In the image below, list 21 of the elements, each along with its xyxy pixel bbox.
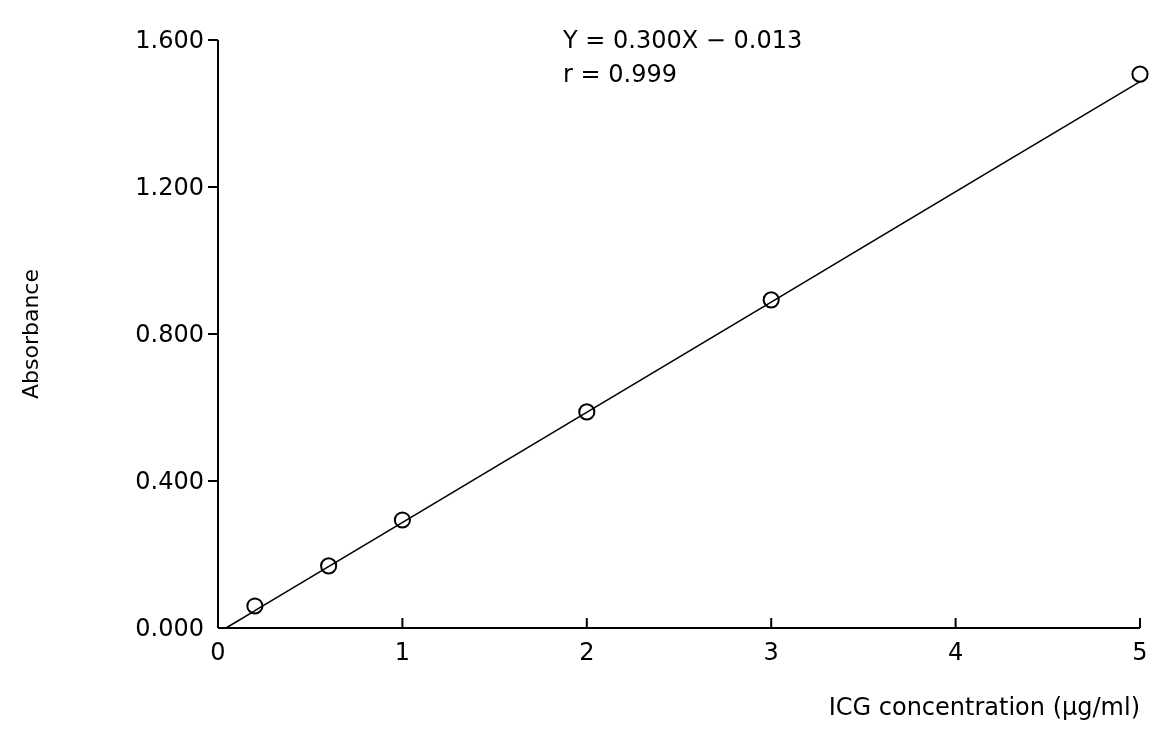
y-axis-title: Absorbance bbox=[18, 268, 43, 400]
y-tick-label: 0.800 bbox=[135, 320, 204, 348]
y-tick-label: 1.600 bbox=[135, 26, 204, 54]
y-tick-label: 0.000 bbox=[135, 614, 204, 642]
point bbox=[1131, 65, 1149, 83]
point bbox=[320, 557, 338, 575]
annotation: Y = 0.300X − 0.013 bbox=[562, 26, 803, 54]
point bbox=[246, 597, 264, 615]
x-tick-label: 3 bbox=[763, 638, 779, 666]
x-tick-label: 2 bbox=[579, 638, 595, 666]
x-tick-label: 0 bbox=[210, 638, 226, 666]
y-tick-label: 0.400 bbox=[135, 467, 204, 495]
x-axis-title: ICG concentration (μg/ml) bbox=[828, 693, 1140, 721]
x-tick-label: 5 bbox=[1132, 638, 1148, 666]
y-tick-label: 1.200 bbox=[135, 173, 204, 201]
point bbox=[393, 511, 411, 529]
x-tick-label: 1 bbox=[394, 638, 411, 666]
annotation: r = 0.999 bbox=[563, 60, 677, 88]
point bbox=[578, 403, 596, 421]
x-tick-label: 4 bbox=[947, 638, 964, 666]
point bbox=[762, 291, 780, 309]
